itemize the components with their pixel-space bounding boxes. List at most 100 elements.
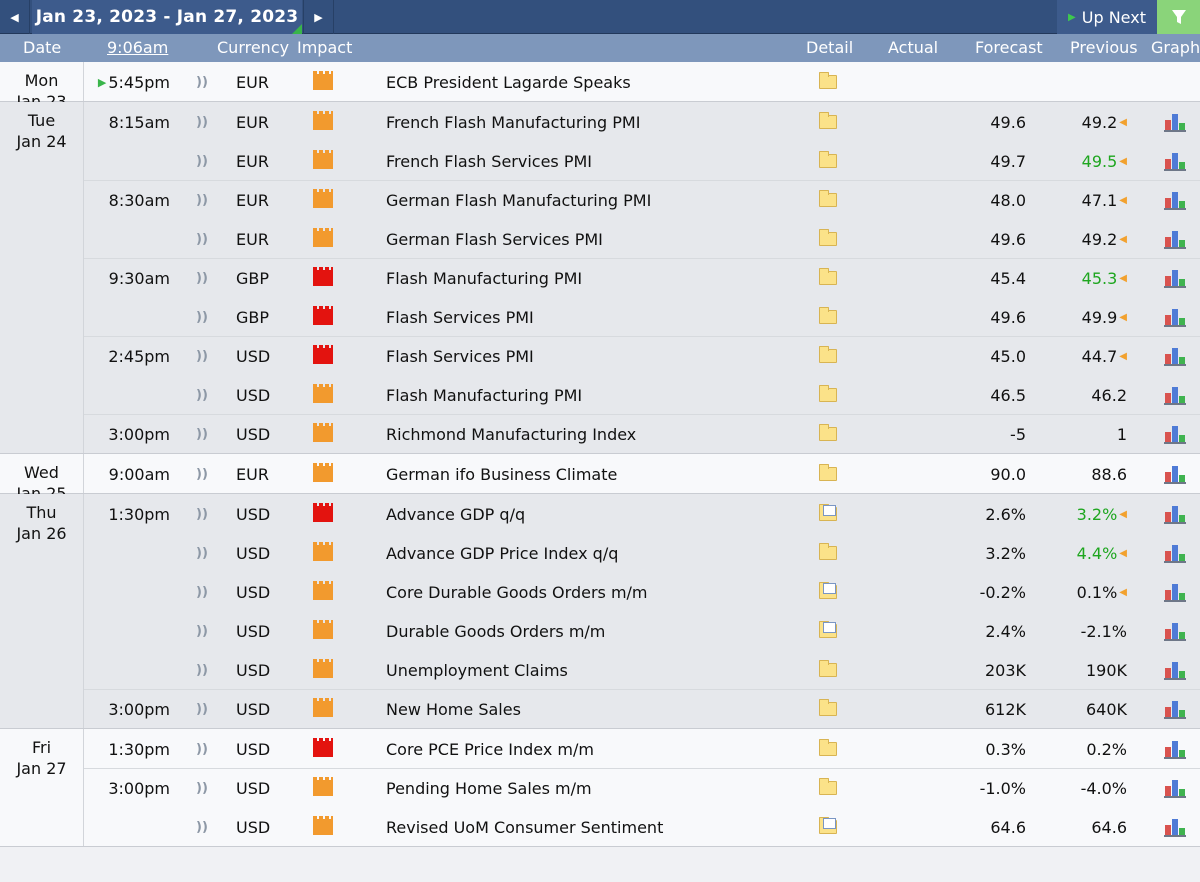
event-previous[interactable]: 49.5 ◀ — [1049, 142, 1127, 180]
up-next-button[interactable]: ▶ Up Next — [1057, 0, 1157, 34]
graph-button[interactable] — [1162, 612, 1188, 650]
sound-alert-icon[interactable]: )) — [196, 545, 208, 561]
event-row[interactable]: 1:30pm)) USD Core PCE Price Index m/m 0.3% 0… — [84, 729, 1200, 768]
filter-button[interactable] — [1157, 0, 1200, 34]
sound-alert-icon[interactable]: )) — [196, 114, 208, 130]
impact-icon[interactable] — [312, 298, 334, 336]
graph-button[interactable] — [1162, 769, 1188, 807]
event-title[interactable]: Core PCE Price Index m/m — [386, 739, 594, 759]
detail-button[interactable] — [817, 103, 839, 141]
impact-icon[interactable] — [312, 142, 334, 180]
graph-button[interactable] — [1162, 573, 1188, 611]
event-previous[interactable]: 45.3 ◀ — [1049, 259, 1127, 297]
impact-icon[interactable] — [312, 415, 334, 453]
event-row[interactable]: 9:00am)) EUR German ifo Business Climate 90… — [84, 454, 1200, 493]
next-week-button[interactable]: ▶ — [303, 0, 334, 34]
event-title[interactable]: German ifo Business Climate — [386, 464, 618, 484]
graph-button[interactable] — [1162, 337, 1188, 375]
event-title[interactable]: Advance GDP q/q — [386, 504, 526, 524]
sound-alert-icon[interactable]: )) — [196, 780, 208, 796]
graph-button[interactable] — [1162, 808, 1188, 846]
event-row[interactable]: )) USD Advance GDP Price Index q/q 3.2% 4.4%… — [84, 533, 1200, 572]
event-previous[interactable]: 4.4% ◀ — [1049, 534, 1127, 572]
event-row[interactable]: )) USD Core Durable Goods Orders m/m -0.2% 0… — [84, 572, 1200, 611]
graph-button[interactable] — [1162, 534, 1188, 572]
event-previous[interactable]: -4.0% — [1049, 769, 1127, 807]
detail-button[interactable] — [817, 181, 839, 219]
impact-icon[interactable] — [312, 612, 334, 650]
detail-button[interactable] — [817, 337, 839, 375]
event-previous[interactable]: 0.1% ◀ — [1049, 573, 1127, 611]
sound-alert-icon[interactable]: )) — [196, 348, 208, 364]
graph-button[interactable] — [1162, 259, 1188, 297]
event-row[interactable]: )) GBP Flash Services PMI 49.6 49.9 ◀ — [84, 297, 1200, 336]
event-row[interactable]: 3:00pm)) USD Richmond Manufacturing Index -… — [84, 414, 1200, 453]
event-title[interactable]: New Home Sales — [386, 699, 521, 719]
event-previous[interactable]: 3.2% ◀ — [1049, 495, 1127, 533]
event-row[interactable]: )) EUR French Flash Services PMI 49.7 49.5 ◀ — [84, 141, 1200, 180]
impact-icon[interactable] — [312, 337, 334, 375]
detail-button[interactable] — [817, 495, 839, 533]
current-time-link[interactable]: 9:06am — [107, 38, 169, 57]
event-previous[interactable]: 1 — [1049, 415, 1127, 453]
impact-icon[interactable] — [312, 259, 334, 297]
previous-week-button[interactable]: ◀ — [0, 0, 30, 34]
event-previous[interactable]: 46.2 — [1049, 376, 1127, 414]
detail-button[interactable] — [817, 573, 839, 611]
event-previous[interactable]: 47.1 ◀ — [1049, 181, 1127, 219]
event-title[interactable]: Flash Services PMI — [386, 307, 534, 327]
event-row[interactable]: )) USD Durable Goods Orders m/m 2.4% -2.1% — [84, 611, 1200, 650]
detail-button[interactable] — [817, 298, 839, 336]
sound-alert-icon[interactable]: )) — [196, 506, 208, 522]
detail-button[interactable] — [817, 63, 839, 101]
event-previous[interactable]: 49.2 ◀ — [1049, 103, 1127, 141]
event-row[interactable]: 3:00pm)) USD New Home Sales 612K 640K — [84, 689, 1200, 728]
sound-alert-icon[interactable]: )) — [196, 623, 208, 639]
detail-button[interactable] — [817, 376, 839, 414]
sound-alert-icon[interactable]: )) — [196, 584, 208, 600]
event-row[interactable]: 8:30am)) EUR German Flash Manufacturing PM… — [84, 180, 1200, 219]
sound-alert-icon[interactable]: )) — [196, 426, 208, 442]
graph-button[interactable] — [1162, 651, 1188, 689]
impact-icon[interactable] — [312, 220, 334, 258]
graph-button[interactable] — [1162, 495, 1188, 533]
sound-alert-icon[interactable]: )) — [196, 701, 208, 717]
event-title[interactable]: ECB President Lagarde Speaks — [386, 72, 631, 92]
impact-icon[interactable] — [312, 769, 334, 807]
event-previous[interactable]: -2.1% — [1049, 612, 1127, 650]
event-previous[interactable]: 190K — [1049, 651, 1127, 689]
event-title[interactable]: Durable Goods Orders m/m — [386, 621, 606, 641]
sound-alert-icon[interactable]: )) — [196, 309, 208, 325]
detail-button[interactable] — [817, 142, 839, 180]
detail-button[interactable] — [817, 220, 839, 258]
impact-icon[interactable] — [312, 103, 334, 141]
event-previous[interactable] — [1049, 63, 1127, 101]
detail-button[interactable] — [817, 534, 839, 572]
event-previous[interactable]: 0.2% — [1049, 730, 1127, 768]
event-previous[interactable]: 64.6 — [1049, 808, 1127, 846]
impact-icon[interactable] — [312, 573, 334, 611]
event-row[interactable]: ▶ 5:45pm)) EUR ECB President Lagarde Speaks — [84, 62, 1200, 101]
impact-icon[interactable] — [312, 376, 334, 414]
sound-alert-icon[interactable]: )) — [196, 819, 208, 835]
event-previous[interactable]: 88.6 — [1049, 455, 1127, 493]
graph-button[interactable] — [1162, 103, 1188, 141]
impact-icon[interactable] — [312, 181, 334, 219]
impact-icon[interactable] — [312, 651, 334, 689]
event-row[interactable]: 8:15am)) EUR French Flash Manufacturing PM… — [84, 102, 1200, 141]
impact-icon[interactable] — [312, 495, 334, 533]
sound-alert-icon[interactable]: )) — [196, 466, 208, 482]
event-row[interactable]: 2:45pm)) USD Flash Services PMI 45.0 44.7 ◀ — [84, 336, 1200, 375]
detail-button[interactable] — [817, 808, 839, 846]
event-row[interactable]: )) EUR German Flash Services PMI 49.6 49.2 ◀ — [84, 219, 1200, 258]
graph-button[interactable] — [1162, 142, 1188, 180]
event-title[interactable]: French Flash Services PMI — [386, 151, 593, 171]
event-previous[interactable]: 640K — [1049, 690, 1127, 728]
detail-button[interactable] — [817, 769, 839, 807]
sound-alert-icon[interactable]: )) — [196, 741, 208, 757]
impact-icon[interactable] — [312, 534, 334, 572]
event-title[interactable]: Advance GDP Price Index q/q — [386, 543, 619, 563]
impact-icon[interactable] — [312, 63, 334, 101]
graph-button[interactable] — [1162, 415, 1188, 453]
sound-alert-icon[interactable]: )) — [196, 192, 208, 208]
